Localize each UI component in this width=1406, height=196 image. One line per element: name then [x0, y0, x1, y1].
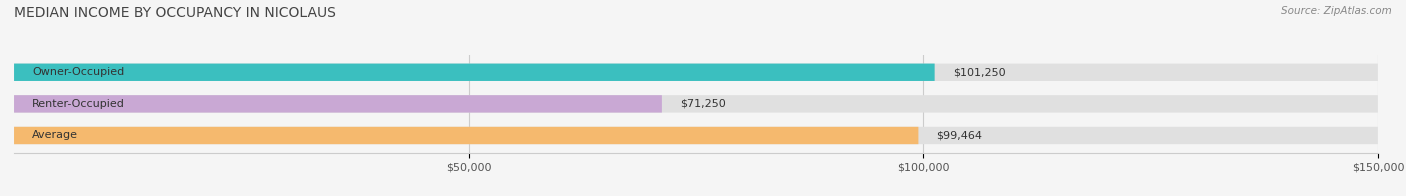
FancyBboxPatch shape [14, 95, 1378, 113]
Text: $71,250: $71,250 [681, 99, 725, 109]
Text: Owner-Occupied: Owner-Occupied [32, 67, 125, 77]
Text: Average: Average [32, 131, 79, 141]
Text: MEDIAN INCOME BY OCCUPANCY IN NICOLAUS: MEDIAN INCOME BY OCCUPANCY IN NICOLAUS [14, 6, 336, 20]
FancyBboxPatch shape [14, 64, 935, 81]
Text: $99,464: $99,464 [936, 131, 983, 141]
FancyBboxPatch shape [14, 127, 918, 144]
Text: Source: ZipAtlas.com: Source: ZipAtlas.com [1281, 6, 1392, 16]
Text: $101,250: $101,250 [953, 67, 1005, 77]
FancyBboxPatch shape [14, 127, 1378, 144]
Text: Renter-Occupied: Renter-Occupied [32, 99, 125, 109]
FancyBboxPatch shape [14, 64, 1378, 81]
FancyBboxPatch shape [14, 95, 662, 113]
